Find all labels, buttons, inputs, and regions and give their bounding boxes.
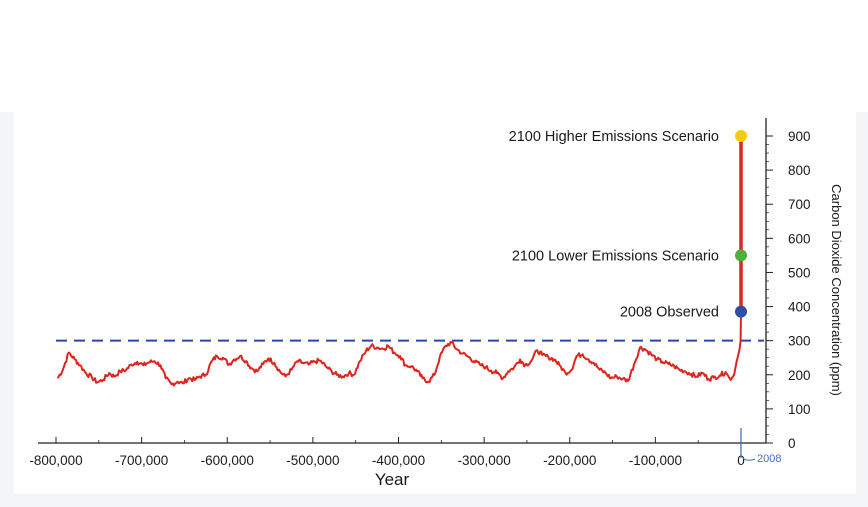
y-tick-label: 800: [788, 163, 811, 178]
year-2008-connector: [742, 457, 756, 461]
y-tick-label: 100: [788, 402, 811, 417]
y-tick-label: 500: [788, 265, 811, 280]
x-axis-label: Year: [375, 470, 410, 489]
x-tick-label: -200,000: [543, 453, 596, 468]
chart-panel: [14, 112, 856, 494]
marker-label: 2008 Observed: [620, 305, 719, 321]
year-2008-label: 2008: [757, 453, 781, 465]
y-tick-label: 0: [788, 436, 796, 451]
y-tick-label: 200: [788, 368, 811, 383]
x-tick-label: -500,000: [286, 453, 339, 468]
x-tick-label: -800,000: [29, 453, 82, 468]
marker-label: 2100 Lower Emissions Scenario: [512, 248, 719, 264]
x-tick-label: -300,000: [457, 453, 510, 468]
top-whitespace: [0, 0, 868, 112]
marker-2008-observed: [735, 305, 747, 318]
x-tick-label: 0: [737, 453, 745, 468]
marker-label: 2100 Higher Emissions Scenario: [509, 129, 719, 145]
x-tick-label: -400,000: [372, 453, 425, 468]
y-tick-label: 900: [788, 129, 811, 144]
x-tick-label: -100,000: [629, 453, 682, 468]
marker-2100-higher-emissions-scenario: [735, 130, 747, 142]
marker-2100-lower-emissions-scenario: [735, 249, 747, 262]
y-tick-label: 600: [788, 231, 811, 246]
co2-series-line: [56, 311, 742, 387]
y-tick-label: 300: [788, 334, 811, 349]
y-axis-label: Carbon Dioxide Concentration (ppm): [829, 184, 844, 396]
y-tick-label: 400: [788, 300, 811, 315]
x-tick-label: -700,000: [115, 453, 168, 468]
y-tick-label: 700: [788, 197, 811, 212]
x-tick-label: -600,000: [201, 453, 254, 468]
